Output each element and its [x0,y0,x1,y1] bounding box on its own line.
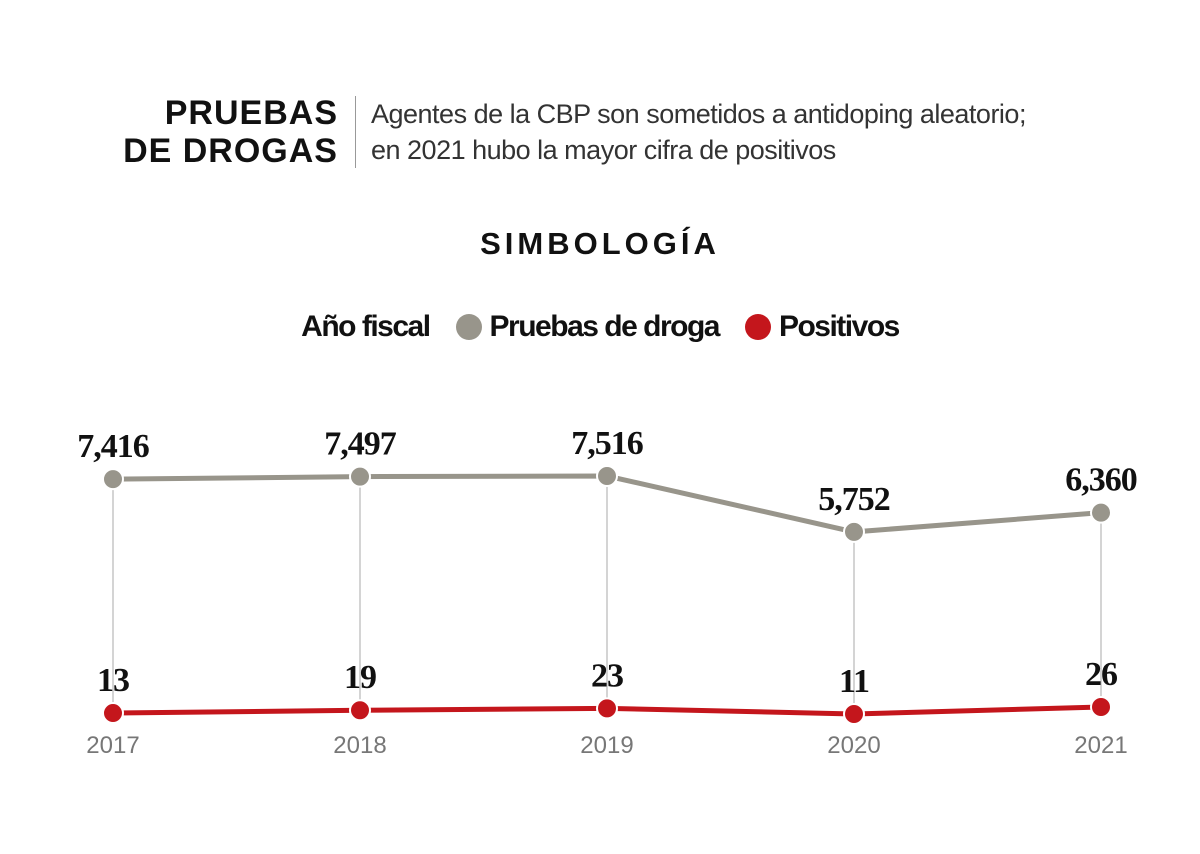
data-label-positivos: 13 [97,662,129,699]
data-label-pruebas: 7,416 [77,428,149,465]
data-point-pruebas [349,465,371,488]
subtitle-line-2: en 2021 hubo la mayor cifra de positivos [371,135,836,165]
x-tick-label: 2020 [827,732,880,759]
x-tick-label: 2018 [333,732,386,759]
data-label-pruebas: 5,752 [818,481,890,518]
data-point-positivos [596,697,618,720]
legend-dot-positivos [744,314,771,340]
data-label-pruebas: 7,516 [571,425,643,462]
data-point-pruebas [843,520,865,543]
data-label-positivos: 23 [591,657,623,694]
x-tick-label: 2017 [86,732,139,759]
data-point-pruebas [102,468,124,491]
data-point-pruebas [1090,501,1112,524]
data-label-positivos: 11 [839,663,869,700]
legend-positivos: Positivos [778,310,900,343]
data-label-pruebas: 6,360 [1065,462,1137,499]
legend-title: SIMBOLOGÍA [480,226,720,261]
legend-category: Año fiscal [301,310,431,343]
data-point-positivos [102,702,124,725]
data-point-pruebas [596,465,618,487]
chart-subtitle: Agentes de la CBP son sometidos a antido… [371,96,1026,168]
data-label-positivos: 19 [344,659,376,696]
chart-title: PRUEBAS DE DROGAS [123,94,338,170]
x-tick-label: 2021 [1074,732,1127,759]
data-point-positivos [349,699,371,722]
data-point-positivos [1090,695,1112,718]
subtitle-line-1: Agentes de la CBP son sometidos a antido… [371,99,1026,129]
legend-dot-pruebas [455,314,482,340]
x-tick-label: 2019 [580,732,633,759]
title-divider [355,96,356,168]
data-label-positivos: 26 [1085,656,1117,693]
data-label-pruebas: 7,497 [324,426,397,463]
legend: Año fiscal Pruebas de droga Positivos [0,310,1200,344]
legend-pruebas: Pruebas de droga [489,310,721,343]
data-point-positivos [843,703,865,725]
